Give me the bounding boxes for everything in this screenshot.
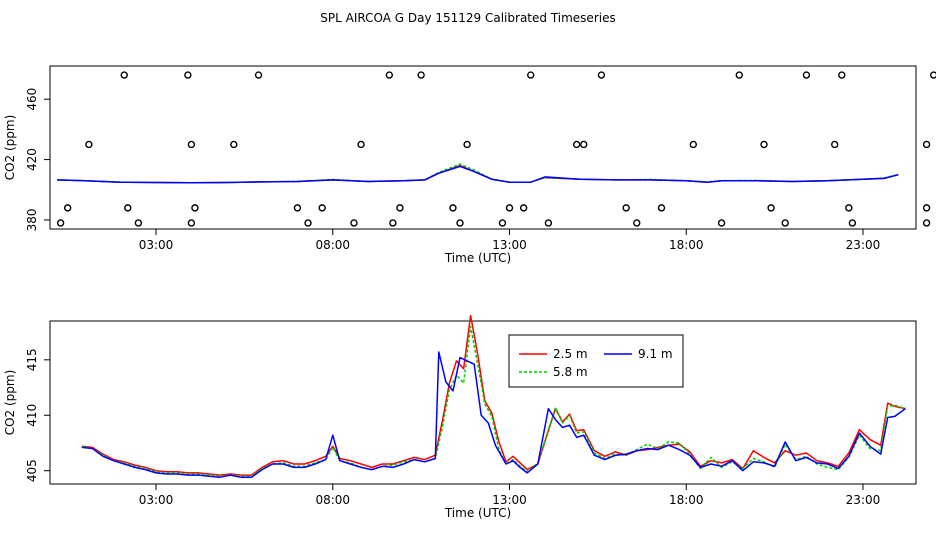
range-marker xyxy=(456,219,464,227)
bottom-plot-frame xyxy=(49,320,917,485)
bottom-y-tick-label: 410 xyxy=(25,404,39,427)
range-marker xyxy=(463,140,471,149)
range-marker xyxy=(120,71,128,79)
top-plot-frame xyxy=(49,65,917,230)
legend: 2.5 m 5.8 m 9.1 m xyxy=(508,334,684,388)
range-marker xyxy=(505,204,514,212)
range-marker xyxy=(56,219,65,227)
range-marker xyxy=(134,219,143,227)
range-marker xyxy=(498,219,507,227)
range-marker xyxy=(230,140,238,149)
range-marker xyxy=(922,140,931,149)
range-marker xyxy=(191,204,199,212)
range-marker xyxy=(417,71,425,79)
range-marker xyxy=(519,204,528,212)
range-marker xyxy=(929,71,936,79)
top-x-tick-label: 13:00 xyxy=(492,238,527,252)
top-panel: 03:00 08:00 13:00 18:00 23:00 Time (UTC) 380 42… xyxy=(3,65,936,265)
range-marker xyxy=(527,71,535,79)
range-marker xyxy=(922,204,931,212)
range-marker xyxy=(318,204,326,212)
top-y-tick-label: 460 xyxy=(25,88,39,111)
bottom-y-axis-label: CO2 (ppm) xyxy=(3,370,17,436)
range-marker xyxy=(717,219,726,227)
range-marker xyxy=(449,204,457,212)
range-marker xyxy=(633,219,641,227)
range-marker xyxy=(922,219,931,227)
bottom-x-tick-label: 18:00 xyxy=(669,493,704,507)
bottom-series-line-3 xyxy=(81,351,906,479)
range-marker xyxy=(735,71,743,79)
range-marker xyxy=(580,140,588,149)
bottom-panel: 03:00 08:00 13:00 18:00 23:00 Time (UTC) 405 41… xyxy=(3,314,917,520)
range-marker xyxy=(622,204,630,212)
range-marker xyxy=(838,71,846,79)
range-marker xyxy=(781,219,789,227)
top-y-axis-label: CO2 (ppm) xyxy=(3,115,17,181)
range-marker xyxy=(848,219,857,227)
range-marker xyxy=(845,204,853,212)
range-marker xyxy=(389,219,397,227)
top-x-tick-label: 08:00 xyxy=(315,238,350,252)
range-marker xyxy=(293,204,302,212)
range-marker xyxy=(63,204,72,212)
range-marker xyxy=(124,204,132,212)
range-marker xyxy=(304,219,312,227)
range-marker xyxy=(350,219,358,227)
range-marker xyxy=(597,71,606,79)
top-series-line-3 xyxy=(57,165,899,184)
bottom-x-tick-label: 13:00 xyxy=(492,493,527,507)
range-marker xyxy=(572,140,581,149)
range-marker xyxy=(85,140,93,149)
range-marker xyxy=(802,71,811,79)
range-marker xyxy=(184,71,192,79)
bottom-y-tick-label: 415 xyxy=(25,348,39,371)
range-marker xyxy=(657,204,666,212)
bottom-x-axis-label: Time (UTC) xyxy=(444,506,511,520)
range-marker xyxy=(760,140,768,149)
legend-box xyxy=(508,334,684,388)
top-x-tick-label: 03:00 xyxy=(139,238,174,252)
range-marker xyxy=(831,140,839,149)
figure-title: SPL AIRCOA G Day 151129 Calibrated Times… xyxy=(320,11,615,25)
top-y-tick-label: 420 xyxy=(25,148,39,171)
bottom-x-tick-label: 03:00 xyxy=(139,493,174,507)
range-marker xyxy=(357,140,365,149)
range-marker xyxy=(689,140,698,149)
range-marker xyxy=(187,219,196,227)
range-marker xyxy=(385,71,394,79)
range-marker xyxy=(187,140,196,149)
top-x-tick-label: 18:00 xyxy=(669,238,704,252)
top-x-axis-label: Time (UTC) xyxy=(444,251,511,265)
range-marker xyxy=(254,71,263,79)
bottom-y-tick-label: 405 xyxy=(25,459,39,482)
range-marker xyxy=(544,219,553,227)
top-x-tick-label: 23:00 xyxy=(846,238,881,252)
top-y-tick-label: 380 xyxy=(25,208,39,231)
bottom-x-tick-label: 08:00 xyxy=(315,493,350,507)
legend-label-1: 2.5 m xyxy=(553,347,588,361)
legend-label-2: 5.8 m xyxy=(553,365,588,379)
legend-label-3: 9.1 m xyxy=(638,347,673,361)
range-marker xyxy=(767,204,775,212)
bottom-x-tick-label: 23:00 xyxy=(846,493,881,507)
bottom-series-line-1 xyxy=(81,314,906,476)
range-marker xyxy=(396,204,404,212)
top-series-line-1 xyxy=(57,164,899,184)
